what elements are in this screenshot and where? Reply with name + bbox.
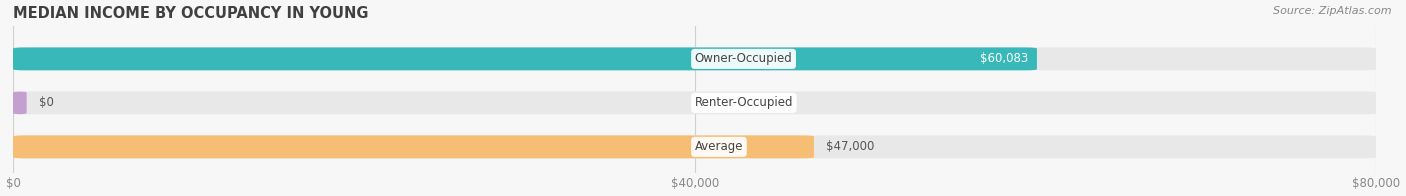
Text: Renter-Occupied: Renter-Occupied — [695, 96, 793, 109]
Text: $0: $0 — [38, 96, 53, 109]
Text: Average: Average — [695, 140, 744, 153]
FancyBboxPatch shape — [13, 135, 814, 158]
FancyBboxPatch shape — [13, 47, 1376, 70]
Text: $60,083: $60,083 — [980, 52, 1028, 65]
Text: MEDIAN INCOME BY OCCUPANCY IN YOUNG: MEDIAN INCOME BY OCCUPANCY IN YOUNG — [13, 5, 368, 21]
FancyBboxPatch shape — [13, 92, 1376, 114]
FancyBboxPatch shape — [13, 135, 1376, 158]
FancyBboxPatch shape — [13, 47, 1038, 70]
FancyBboxPatch shape — [13, 92, 27, 114]
Text: Owner-Occupied: Owner-Occupied — [695, 52, 793, 65]
Text: $47,000: $47,000 — [825, 140, 875, 153]
Text: Source: ZipAtlas.com: Source: ZipAtlas.com — [1274, 6, 1392, 16]
